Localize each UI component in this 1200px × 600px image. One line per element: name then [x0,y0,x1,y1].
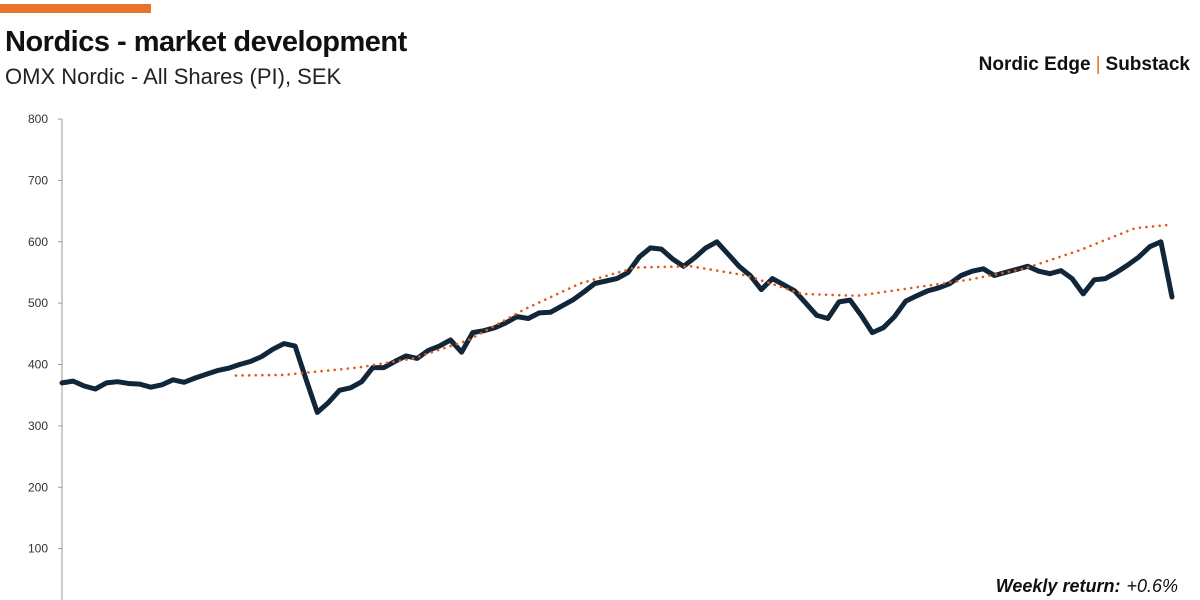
moving-average-line [234,223,1174,377]
y-tick-label: 100 [28,542,48,556]
brand-label: Nordic Edge | Substack [979,54,1190,76]
accent-bar [0,4,151,13]
chart-title: Nordics - market development [5,26,407,58]
chart-subtitle: OMX Nordic - All Shares (PI), SEK [5,64,342,89]
y-tick-label: 500 [28,296,48,310]
brand-substack: Substack [1105,54,1190,75]
weekly-return: Weekly return: +0.6% [996,576,1178,597]
y-tick-label: 400 [28,358,48,372]
y-tick-label: 700 [28,173,48,187]
weekly-return-value: +0.6% [1126,576,1178,596]
brand-name: Nordic Edge [978,54,1091,75]
y-tick-label: 600 [28,235,48,249]
weekly-return-label: Weekly return: [995,576,1121,596]
y-tick-label: 300 [28,419,48,433]
y-tick-label: 800 [28,112,48,126]
index-price-line [59,239,1175,415]
brand-separator: | [1095,54,1101,75]
y-tick-label: 200 [28,480,48,494]
